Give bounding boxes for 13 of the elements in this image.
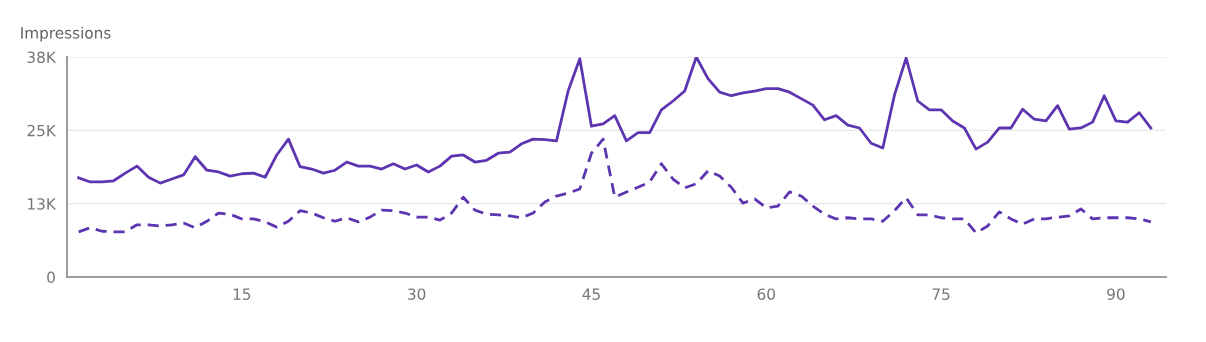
x-tick-label: 15 [233,288,251,300]
x-tick-label: 90 [1107,288,1125,300]
y-tick-label: 25K [27,124,57,137]
line-series [77,57,1153,185]
x-tick-label: 30 [408,288,426,300]
y-tick-label: 13K [28,198,57,210]
x-tick-label: 45 [582,288,600,300]
line-series [77,137,1153,235]
x-tick-label: 75 [932,288,950,300]
y-axis-title: Impressions [21,26,111,42]
x-tick-label: 60 [757,288,775,300]
y-tick-label: 0 [47,271,55,284]
y-tick-label: 38K [27,51,57,64]
